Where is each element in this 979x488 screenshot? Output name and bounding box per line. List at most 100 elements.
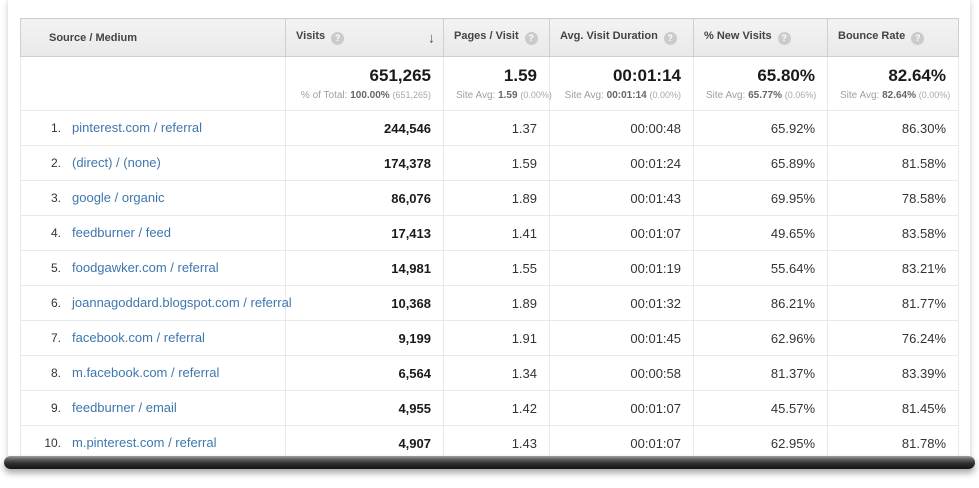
totals-bounce-rate-cell: 82.64% Site Avg: 82.64% (0.00%) xyxy=(827,56,959,111)
source-medium-cell: 1. pinterest.com / referral xyxy=(20,110,286,146)
table-row: 4. feedburner / feed 17,413 1.41 00:01:07… xyxy=(20,215,959,251)
pages-per-visit-cell: 1.43 xyxy=(443,425,550,461)
totals-empty-cell xyxy=(20,56,286,111)
totals-avg-visit-duration-cell: 00:01:14 Site Avg: 00:01:14 (0.00%) xyxy=(549,56,694,111)
source-medium-link[interactable]: (direct) / (none) xyxy=(72,155,161,170)
table-row: 5. foodgawker.com / referral 14,981 1.55 … xyxy=(20,250,959,286)
total-visits-subtext: % of Total: 100.00% (651,265) xyxy=(300,90,431,101)
avg-visit-duration-cell: 00:01:07 xyxy=(549,425,694,461)
column-header-visits[interactable]: Visits? ↓ xyxy=(285,18,444,57)
pct-new-visits-cell: 49.65% xyxy=(693,215,828,251)
visits-cell: 9,199 xyxy=(285,320,444,356)
avg-visit-duration-cell: 00:01:19 xyxy=(549,250,694,286)
row-rank: 4. xyxy=(50,226,61,240)
help-icon[interactable]: ? xyxy=(663,32,677,45)
column-label: Pages / Visit xyxy=(454,30,519,42)
pages-per-visit-cell: 1.55 xyxy=(443,250,550,286)
avg-visit-duration-cell: 00:00:58 xyxy=(549,355,694,391)
column-label: % New Visits xyxy=(704,30,772,42)
screenshot-frame: Source / Medium Visits? ↓ Pages / Visit?… xyxy=(8,0,970,461)
bounce-rate-cell: 76.24% xyxy=(827,320,959,356)
pct-new-visits-cell: 65.92% xyxy=(693,110,828,146)
source-medium-cell: 10. m.pinterest.com / referral xyxy=(20,425,286,461)
column-label: Source / Medium xyxy=(49,31,138,44)
row-rank: 5. xyxy=(50,261,61,275)
totals-visits-cell: 651,265 % of Total: 100.00% (651,265) xyxy=(285,56,444,111)
total-pages-per-visit: 1.59 xyxy=(503,66,537,85)
avg-visit-duration-cell: 00:00:48 xyxy=(549,110,694,146)
source-medium-link[interactable]: joannagoddard.blogspot.com / referral xyxy=(72,295,292,310)
total-bounce-rate: 82.64% xyxy=(888,66,946,85)
help-icon[interactable]: ? xyxy=(911,32,925,45)
row-rank: 3. xyxy=(50,191,61,205)
column-header-pct-new-visits[interactable]: % New Visits? xyxy=(693,18,828,57)
visits-cell: 17,413 xyxy=(285,215,444,251)
pages-per-visit-cell: 1.37 xyxy=(443,110,550,146)
site-avg-subtext: Site Avg: 65.77% (0.06%) xyxy=(706,90,817,101)
table-row: 2. (direct) / (none) 174,378 1.59 00:01:2… xyxy=(20,145,959,181)
source-medium-link[interactable]: google / organic xyxy=(72,190,165,205)
source-medium-cell: 9. feedburner / email xyxy=(20,390,286,426)
source-medium-cell: 2. (direct) / (none) xyxy=(20,145,286,181)
pages-per-visit-cell: 1.41 xyxy=(443,215,550,251)
source-medium-link[interactable]: foodgawker.com / referral xyxy=(72,260,219,275)
bounce-rate-cell: 83.58% xyxy=(827,215,959,251)
row-rank: 6. xyxy=(50,296,61,310)
pct-new-visits-cell: 55.64% xyxy=(693,250,828,286)
pct-new-visits-cell: 69.95% xyxy=(693,180,828,216)
bounce-rate-cell: 81.77% xyxy=(827,285,959,321)
pct-new-visits-cell: 86.21% xyxy=(693,285,828,321)
table-row: 8. m.facebook.com / referral 6,564 1.34 0… xyxy=(20,355,959,391)
avg-visit-duration-cell: 00:01:07 xyxy=(549,390,694,426)
pct-new-visits-cell: 81.37% xyxy=(693,355,828,391)
source-medium-link[interactable]: m.pinterest.com / referral xyxy=(72,435,217,450)
column-header-pages-per-visit[interactable]: Pages / Visit? xyxy=(443,18,550,57)
help-icon[interactable]: ? xyxy=(524,32,538,45)
help-icon[interactable]: ? xyxy=(331,32,345,45)
source-medium-cell: 4. feedburner / feed xyxy=(20,215,286,251)
pages-per-visit-cell: 1.91 xyxy=(443,320,550,356)
table-row: 1. pinterest.com / referral 244,546 1.37 … xyxy=(20,110,959,146)
column-header-bounce-rate[interactable]: Bounce Rate? xyxy=(827,18,959,57)
visits-cell: 6,564 xyxy=(285,355,444,391)
visits-cell: 174,378 xyxy=(285,145,444,181)
source-medium-link[interactable]: m.facebook.com / referral xyxy=(72,365,220,380)
bounce-rate-cell: 83.39% xyxy=(827,355,959,391)
pages-per-visit-cell: 1.42 xyxy=(443,390,550,426)
visits-cell: 4,907 xyxy=(285,425,444,461)
column-label: Visits xyxy=(296,30,326,42)
help-icon[interactable]: ? xyxy=(777,32,791,45)
bounce-rate-cell: 81.45% xyxy=(827,390,959,426)
row-rank: 10. xyxy=(44,436,61,450)
total-pct-new-visits: 65.80% xyxy=(757,66,815,85)
source-medium-cell: 6. joannagoddard.blogspot.com / referral xyxy=(20,285,292,321)
total-visits: 651,265 xyxy=(369,66,431,85)
bounce-rate-cell: 86.30% xyxy=(827,110,959,146)
avg-visit-duration-cell: 00:01:24 xyxy=(549,145,694,181)
table-row: 10. m.pinterest.com / referral 4,907 1.43… xyxy=(20,425,959,461)
column-header-avg-visit-duration[interactable]: Avg. Visit Duration? xyxy=(549,18,694,57)
column-label: Bounce Rate xyxy=(838,30,906,42)
source-medium-link[interactable]: feedburner / feed xyxy=(72,225,172,240)
totals-row: 651,265 % of Total: 100.00% (651,265) 1.… xyxy=(20,56,959,111)
source-medium-link[interactable]: pinterest.com / referral xyxy=(72,120,203,135)
visits-cell: 86,076 xyxy=(285,180,444,216)
bounce-rate-cell: 81.58% xyxy=(827,145,959,181)
source-medium-cell: 3. google / organic xyxy=(20,180,286,216)
source-medium-link[interactable]: feedburner / email xyxy=(72,400,177,415)
table-row: 7. facebook.com / referral 9,199 1.91 00:… xyxy=(20,320,959,356)
row-rank: 8. xyxy=(50,366,61,380)
pages-per-visit-cell: 1.89 xyxy=(443,285,550,321)
row-rank: 9. xyxy=(50,401,61,415)
source-medium-table: Source / Medium Visits? ↓ Pages / Visit?… xyxy=(20,18,959,461)
row-rank: 1. xyxy=(50,121,61,135)
sort-descending-icon[interactable]: ↓ xyxy=(428,29,435,46)
source-medium-link[interactable]: facebook.com / referral xyxy=(72,330,205,345)
column-label: Avg. Visit Duration xyxy=(560,30,658,42)
pct-new-visits-cell: 62.96% xyxy=(693,320,828,356)
site-avg-subtext: Site Avg: 00:01:14 (0.00%) xyxy=(564,90,681,101)
table-header: Source / Medium Visits? ↓ Pages / Visit?… xyxy=(20,18,959,57)
column-header-source-medium[interactable]: Source / Medium xyxy=(20,18,286,57)
avg-visit-duration-cell: 00:01:45 xyxy=(549,320,694,356)
